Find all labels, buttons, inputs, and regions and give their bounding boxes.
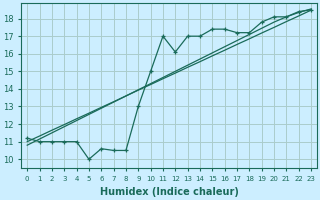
X-axis label: Humidex (Indice chaleur): Humidex (Indice chaleur) — [100, 187, 239, 197]
